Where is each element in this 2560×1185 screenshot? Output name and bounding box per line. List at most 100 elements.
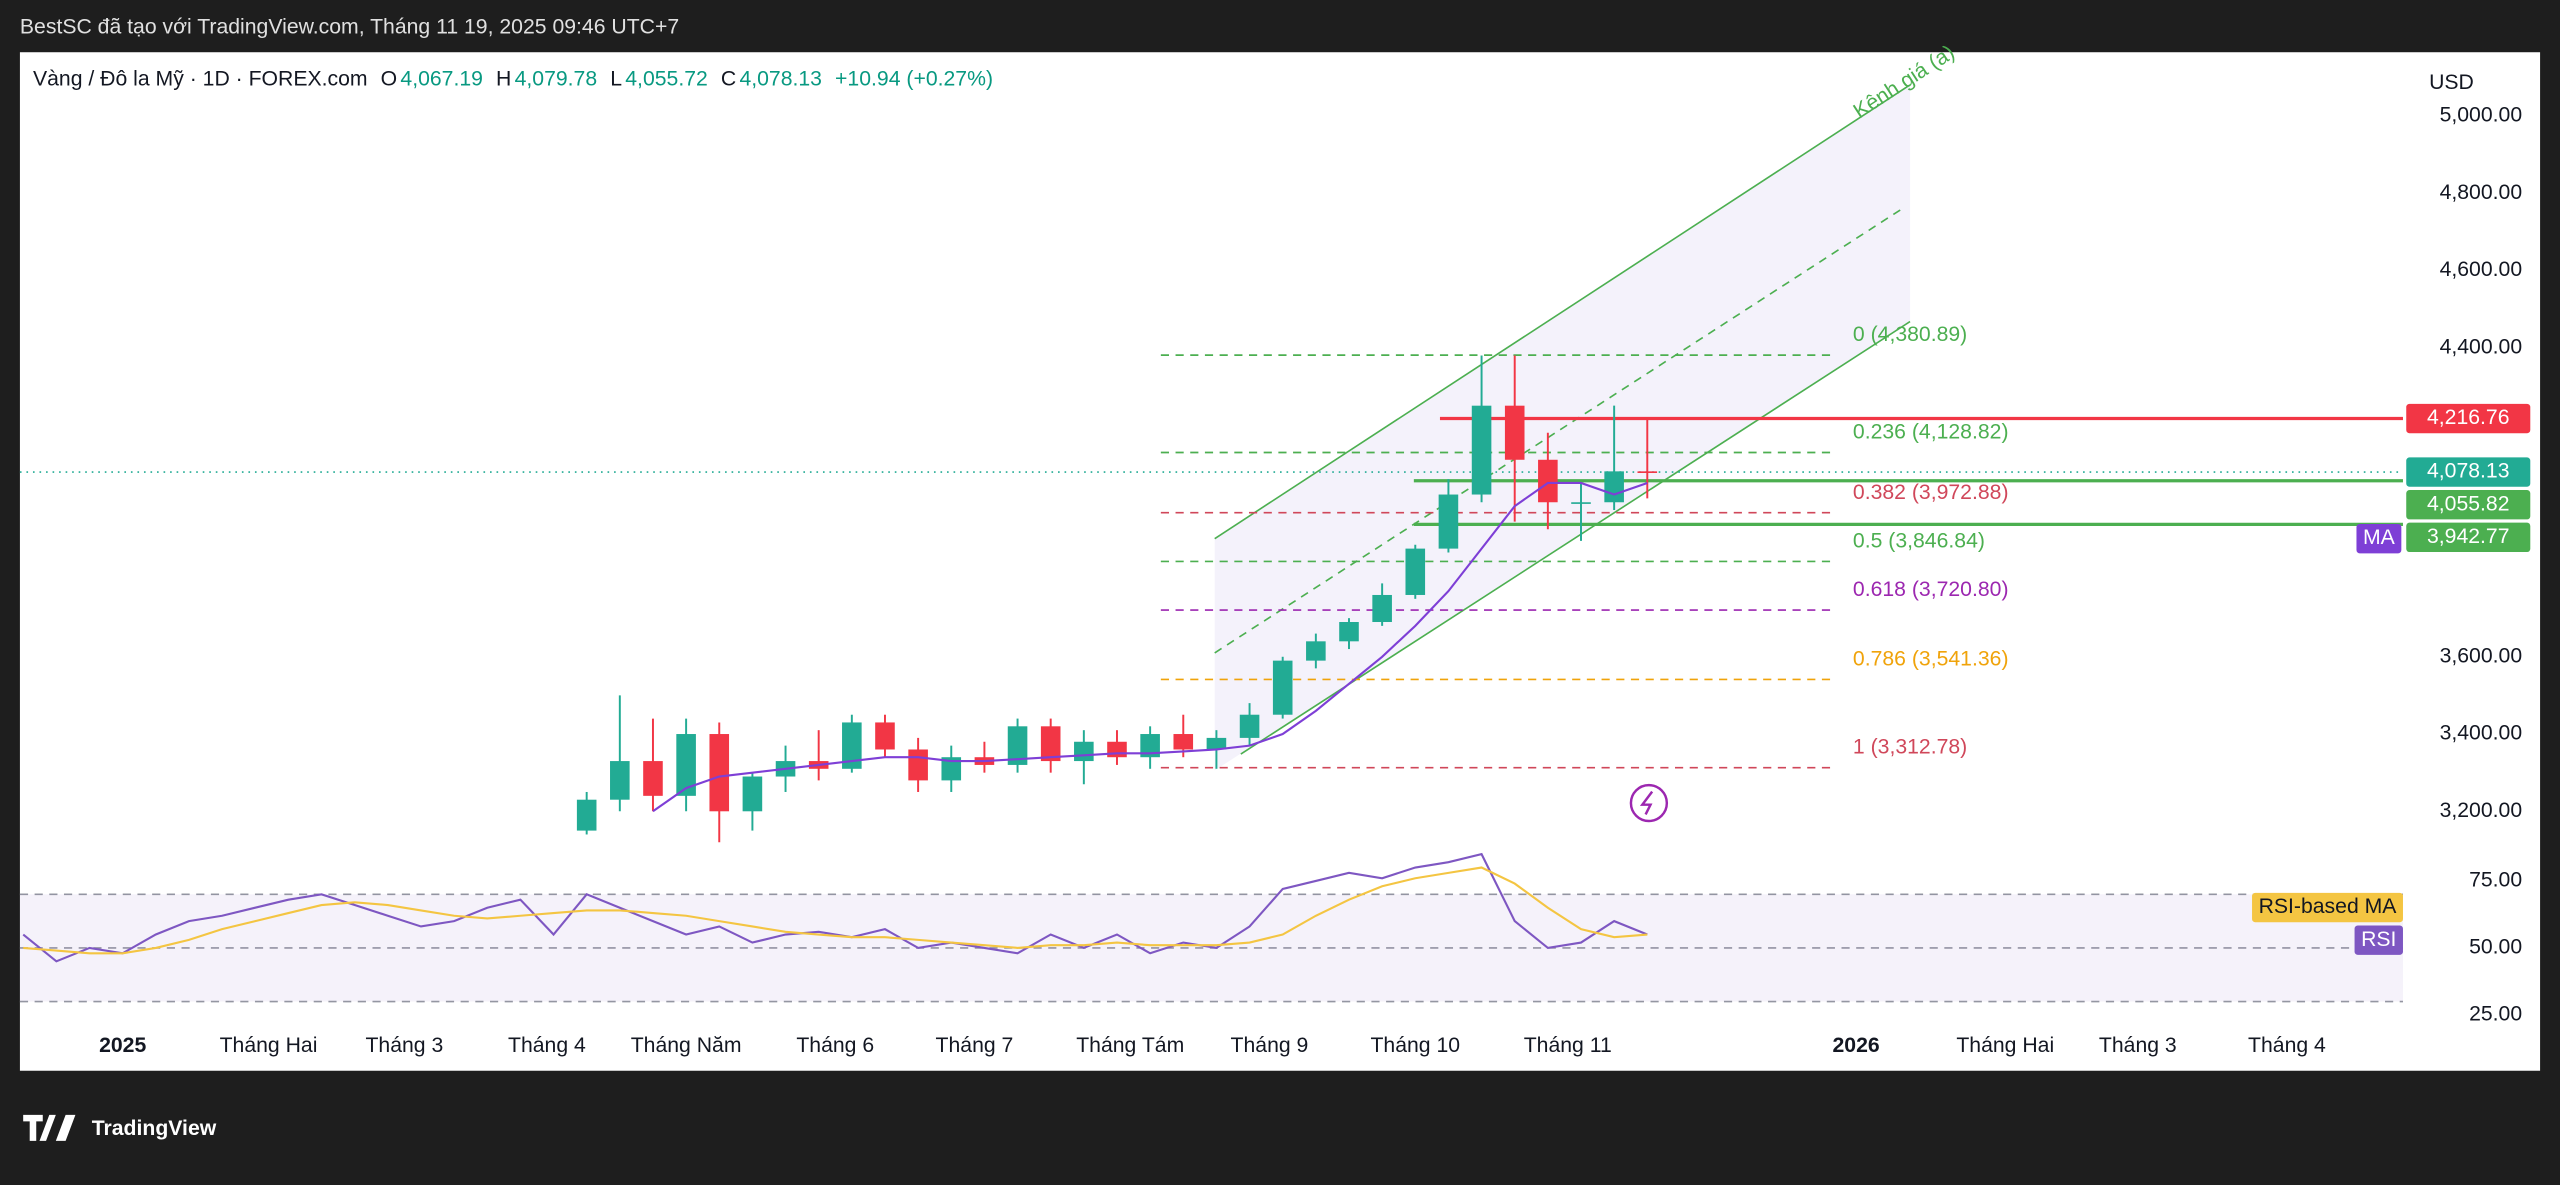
legend-key: L (610, 68, 622, 91)
x-tick-label: Tháng Hai (1956, 1034, 2054, 1057)
candle-body (1571, 502, 1591, 504)
candle-body (1339, 622, 1359, 642)
candle-body (1504, 405, 1525, 460)
fib-label: 0.236 (4,128.82) (1853, 421, 2009, 444)
candle-body (908, 749, 928, 781)
event-icon[interactable] (1629, 783, 1669, 823)
rsi-line (23, 866, 1648, 955)
candle-body (1140, 734, 1160, 758)
candle-body (1538, 459, 1558, 503)
event-icon-bolt (1639, 790, 1654, 816)
fib-label: 0 (4,380.89) (1853, 323, 1967, 346)
candle-body (1438, 494, 1459, 549)
series-tag-box (2252, 892, 2403, 923)
ma-line (652, 481, 1648, 813)
candle-body (643, 761, 663, 796)
currency-button[interactable] (2412, 58, 2531, 108)
legend-key: H (496, 68, 511, 91)
header-title: BestSC đã tạo với TradingView.com, Tháng… (20, 15, 679, 38)
legend-value: 4,067.19 (400, 68, 483, 91)
x-tick-label: Tháng 3 (2099, 1034, 2177, 1057)
x-tick-label: Tháng Năm (631, 1034, 742, 1057)
candle-body (1272, 660, 1293, 715)
x-tick-label: 2026 (1833, 1034, 1880, 1057)
series-tag-label: RSI-based MA (2259, 895, 2398, 918)
ma-tag-box (2356, 523, 2402, 554)
x-tick-label: 2025 (99, 1034, 146, 1057)
currency[interactable]: USD (2429, 71, 2474, 94)
price-tag-label: 3,942.77 (2427, 525, 2510, 548)
x-tick-label: Tháng 4 (508, 1034, 586, 1057)
candle-body (941, 757, 962, 781)
channel-upper (1214, 84, 1911, 540)
candle-body (676, 734, 696, 796)
y-tick-label: 4,600.00 (2440, 258, 2523, 281)
legend: Vàng / Đô la Mỹ · 1D · FOREX.com O 4,067.1… (33, 68, 993, 91)
x-tick-label: Tháng Hai (220, 1034, 318, 1057)
x-tick-label: Tháng 10 (1370, 1034, 1460, 1057)
legend-key: O (381, 68, 398, 91)
candle-body (875, 722, 895, 750)
footer-brand: TradingView (92, 1117, 217, 1140)
legend-value: 4,079.78 (515, 68, 598, 91)
legend-key: C (721, 68, 736, 91)
y-tick-label: 4,400.00 (2440, 335, 2523, 358)
fib-label: 0.5 (3,846.84) (1853, 529, 1985, 552)
fib-label: 0.382 (3,972.88) (1853, 481, 2009, 504)
y-tick-label: 3,600.00 (2440, 644, 2523, 667)
candle-body (1173, 734, 1194, 750)
candle-body (1007, 726, 1028, 765)
y-tick-label: 3,400.00 (2440, 722, 2523, 745)
price-tag-label: 4,055.82 (2427, 492, 2510, 515)
series-tag: RSI (2354, 925, 2403, 955)
fib-label: 0.618 (3,720.80) (1853, 578, 2009, 601)
candle-body (742, 776, 763, 812)
candle-body (1405, 548, 1426, 595)
x-tick-label: Tháng 3 (365, 1034, 443, 1057)
legend-symbol: Vàng / Đô la Mỹ · 1D · FOREX.com (33, 68, 368, 91)
candle-body (1637, 471, 1658, 473)
y-tick-label: 3,200.00 (2440, 799, 2523, 822)
legend-change: +10.94 (+0.27%) (835, 68, 993, 91)
channel-mid (1214, 208, 1903, 654)
fib-label: 1 (3,312.78) (1853, 736, 1967, 759)
price-tag-label: 4,078.13 (2427, 460, 2510, 483)
x-tick-label: Tháng 9 (1231, 1034, 1309, 1057)
footer-logo: TradingView (23, 1114, 217, 1141)
price-tag (2406, 490, 2531, 520)
price-tag (2406, 522, 2531, 553)
candle-body (1306, 641, 1326, 661)
candle-body (1107, 741, 1127, 758)
candle-body (1074, 741, 1094, 762)
ma-tag: MA (2356, 523, 2402, 554)
x-tick-label: Tháng 6 (796, 1034, 874, 1057)
candle-body (1471, 405, 1492, 495)
rsi-tick-label: 50.00 (2469, 936, 2522, 959)
candle-body (1239, 714, 1260, 738)
candle-body (1372, 594, 1392, 623)
legend-value: 4,078.13 (739, 68, 822, 91)
rsi-tick-label: 75.00 (2469, 869, 2522, 892)
x-tick-label: Tháng 7 (936, 1034, 1014, 1057)
candle-body (842, 722, 862, 769)
ma-tag-label: MA (2363, 526, 2396, 549)
y-tick-label: 5,000.00 (2440, 104, 2523, 127)
price-tag (2406, 403, 2531, 434)
price-tag-label: 4,216.76 (2427, 406, 2510, 429)
candle-body (576, 799, 597, 831)
candle-body (1604, 471, 1624, 503)
fib-label: 0.786 (3,541.36) (1853, 647, 2009, 670)
series-tag-label: RSI (2361, 928, 2396, 951)
series-tag: RSI-based MA (2252, 892, 2403, 923)
candle-body (1206, 737, 1227, 750)
candle-body (610, 761, 630, 800)
candle-body (709, 734, 730, 812)
series-tag-box (2354, 925, 2403, 955)
candle-body (1040, 726, 1061, 762)
legend-value: 4,055.72 (625, 68, 708, 91)
x-tick-label: Tháng Tám (1076, 1034, 1184, 1057)
y-tick-label: 4,800.00 (2440, 181, 2523, 204)
x-tick-label: Tháng 4 (2248, 1034, 2326, 1057)
